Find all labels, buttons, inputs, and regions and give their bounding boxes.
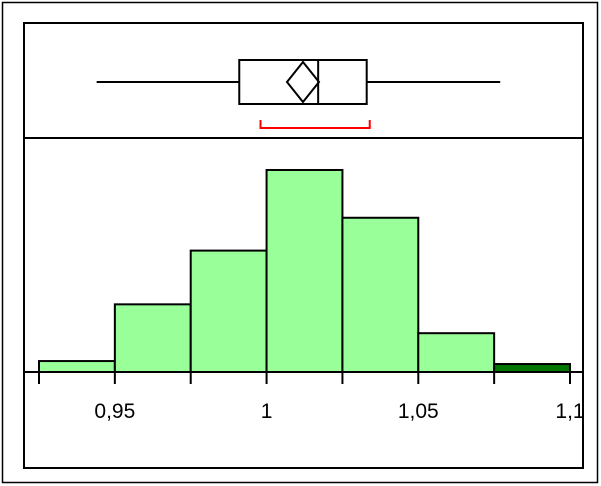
x-tick-label: 1: [261, 400, 273, 423]
histogram-bar: [341, 216, 420, 373]
x-tick-label: 0,95: [94, 400, 135, 423]
boxplot-mean-diamond: [285, 60, 321, 104]
histogram-bar: [265, 169, 344, 373]
boxplot-box: [238, 59, 368, 105]
histogram-bar: [189, 249, 268, 373]
x-tick-label: 1,05: [398, 400, 439, 423]
histogram-bar: [113, 303, 192, 373]
x-axis: 0,95 1 1,05 1,1: [24, 371, 585, 423]
x-tick-label: 1,1: [555, 400, 584, 423]
mean-confidence-bracket: [259, 120, 371, 129]
histogram-bar: [417, 332, 496, 373]
histogram-bar: [493, 363, 571, 373]
histogram-bar: [38, 360, 116, 374]
boxplot-panel: [96, 59, 501, 129]
